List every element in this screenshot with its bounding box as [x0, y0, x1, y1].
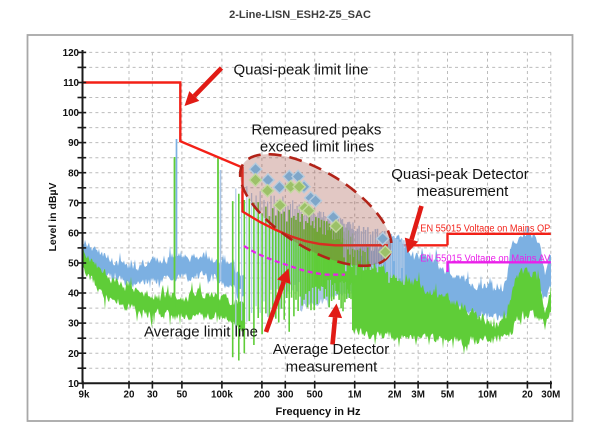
svg-text:80: 80: [68, 168, 79, 179]
svg-text:20: 20: [124, 390, 135, 401]
svg-text:70: 70: [68, 198, 79, 209]
svg-text:Quasi-peak Detector: Quasi-peak Detector: [391, 166, 529, 183]
svg-text:Remeasured peaks: Remeasured peaks: [251, 122, 381, 139]
svg-text:50: 50: [176, 390, 187, 401]
svg-text:measurement: measurement: [286, 359, 379, 376]
svg-text:110: 110: [63, 78, 79, 89]
svg-text:30: 30: [147, 390, 158, 401]
svg-text:100: 100: [63, 108, 80, 119]
svg-text:40: 40: [68, 289, 79, 300]
svg-text:100k: 100k: [211, 390, 233, 401]
svg-text:90: 90: [68, 138, 79, 149]
svg-text:2M: 2M: [388, 390, 402, 401]
svg-text:Quasi-peak limit line: Quasi-peak limit line: [233, 62, 368, 79]
svg-text:Frequency in Hz: Frequency in Hz: [276, 406, 361, 418]
svg-text:EN 55015 Voltage on Mains AV: EN 55015 Voltage on Mains AV: [420, 253, 550, 264]
svg-text:Average Detector: Average Detector: [273, 341, 389, 358]
svg-text:3M: 3M: [411, 390, 425, 401]
svg-text:1M: 1M: [348, 390, 362, 401]
svg-text:EN 55015 Voltage on Mains QP: EN 55015 Voltage on Mains QP: [420, 224, 550, 235]
svg-text:30M: 30M: [541, 390, 560, 401]
svg-text:20: 20: [522, 390, 533, 401]
svg-text:5M: 5M: [441, 390, 455, 401]
svg-text:50: 50: [68, 259, 79, 270]
svg-text:500: 500: [307, 390, 324, 401]
svg-text:Average limit line: Average limit line: [144, 324, 258, 341]
svg-text:300: 300: [277, 390, 294, 401]
svg-text:Level in dBµV: Level in dBµV: [47, 182, 59, 251]
svg-text:30: 30: [68, 319, 79, 330]
svg-text:200: 200: [254, 390, 271, 401]
svg-text:60: 60: [68, 229, 79, 240]
svg-text:10M: 10M: [478, 390, 497, 401]
svg-text:10: 10: [68, 379, 79, 390]
svg-text:2-Line-LISN_ESH2-Z5_SAC: 2-Line-LISN_ESH2-Z5_SAC: [229, 9, 371, 21]
svg-text:120: 120: [63, 48, 80, 59]
svg-text:9k: 9k: [79, 390, 90, 401]
svg-text:20: 20: [68, 349, 79, 360]
svg-text:exceed limit lines: exceed limit lines: [260, 139, 374, 156]
svg-text:measurement: measurement: [417, 183, 510, 200]
